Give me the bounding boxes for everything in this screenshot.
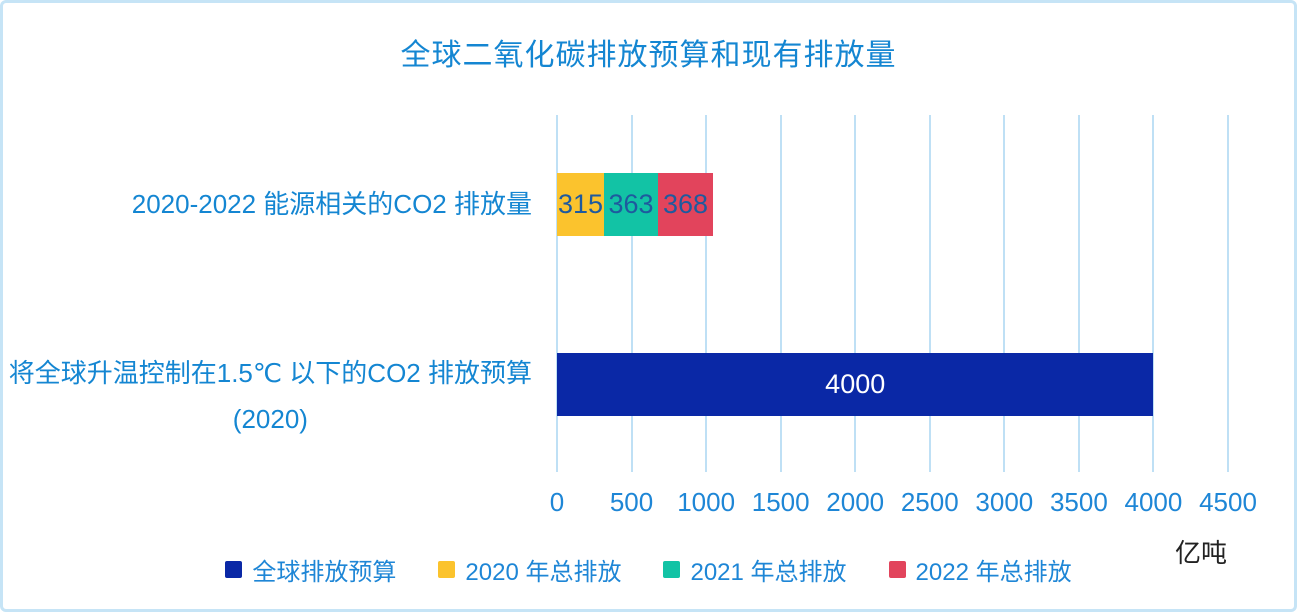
- x-tick-label-3000: 3000: [975, 487, 1034, 517]
- gridline-x-4000: [1152, 115, 1155, 472]
- legend-item-2021 年总排放[interactable]: 2021 年总排放: [663, 552, 847, 587]
- category-label-0: 2020-2022 能源相关的CO2 排放量: [132, 181, 532, 227]
- bar-value-label: 4000: [825, 369, 886, 399]
- legend-swatch-icon: [438, 561, 456, 578]
- x-tick-label-4000: 4000: [1124, 487, 1183, 517]
- bar-segment-全球排放预算: 4000: [557, 353, 1154, 416]
- gridline-x-500: [630, 115, 633, 472]
- gridline-x-1500: [779, 115, 782, 472]
- bar-value-label: 368: [662, 189, 709, 219]
- category-label-1: 将全球升温控制在1.5℃ 以下的CO2 排放预算 (2020): [9, 350, 532, 442]
- x-tick-label-0: 0: [549, 487, 565, 517]
- legend-item-2020 年总排放[interactable]: 2020 年总排放: [438, 552, 621, 587]
- legend: 全球排放预算 2020 年总排放 2021 年总排放 2022 年总排放: [0, 552, 1297, 587]
- gridline-x-0: [556, 115, 558, 472]
- bar-segment-2022 年总排放: 368: [658, 173, 713, 236]
- legend-label: 2022 年总排放: [915, 559, 1072, 586]
- legend-swatch-icon: [225, 561, 243, 578]
- legend-swatch-icon: [663, 561, 681, 578]
- x-tick-label-500: 500: [609, 487, 654, 517]
- category-label-line: (2020): [232, 404, 308, 434]
- gridline-x-3000: [1003, 115, 1006, 472]
- x-tick-label-3500: 3500: [1049, 487, 1108, 517]
- x-tick-label-1000: 1000: [677, 487, 736, 517]
- legend-label: 2021 年总排放: [690, 559, 847, 586]
- legend-item-2022 年总排放[interactable]: 2022 年总排放: [888, 552, 1072, 587]
- legend-swatch-icon: [888, 561, 906, 578]
- category-label-line: 将全球升温控制在1.5℃ 以下的CO2 排放预算: [8, 358, 532, 388]
- category-label-line: 2020-2022 能源相关的CO2 排放量: [131, 189, 532, 219]
- legend-item-全球排放预算[interactable]: 全球排放预算: [225, 552, 396, 587]
- gridline-x-2000: [854, 115, 857, 472]
- bar-value-label: 315: [557, 189, 604, 219]
- bar-segment-2021 年总排放: 363: [603, 173, 659, 236]
- bar-segment-2020 年总排放: 315: [557, 173, 604, 236]
- x-tick-label-2000: 2000: [826, 487, 885, 517]
- legend-label: 全球排放预算: [252, 559, 397, 586]
- bar-value-label: 363: [608, 189, 654, 219]
- x-tick-label-1500: 1500: [751, 487, 810, 517]
- gridline-x-4500: [1227, 115, 1229, 472]
- gridline-x-1000: [705, 115, 708, 472]
- gridline-x-3500: [1077, 115, 1080, 472]
- legend-label: 2020 年总排放: [465, 559, 622, 586]
- x-tick-label-2500: 2500: [900, 487, 959, 517]
- x-tick-label-4500: 4500: [1199, 487, 1257, 517]
- x-axis-unit-label: 亿吨: [1174, 538, 1227, 568]
- chart-title: 全球二氧化碳排放预算和现有排放量: [400, 39, 897, 72]
- gridline-x-2500: [928, 115, 931, 472]
